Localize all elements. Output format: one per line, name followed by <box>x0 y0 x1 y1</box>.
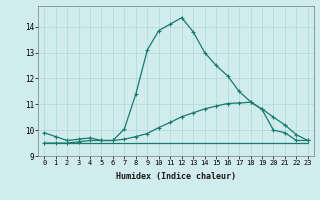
X-axis label: Humidex (Indice chaleur): Humidex (Indice chaleur) <box>116 172 236 181</box>
